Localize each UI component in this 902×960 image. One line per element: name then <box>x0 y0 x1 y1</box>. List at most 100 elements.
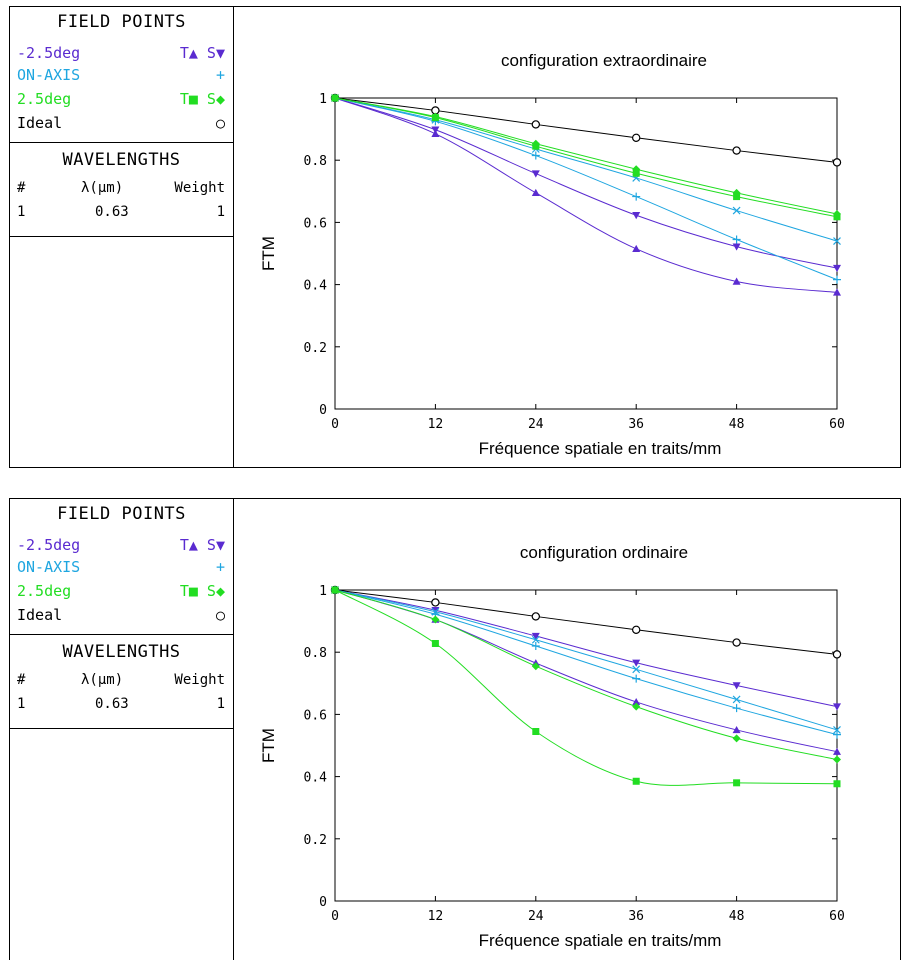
series-plus <box>331 586 841 739</box>
y-tick-label: 0.8 <box>304 154 327 169</box>
field-point-row: ON-AXIS + <box>17 66 225 88</box>
wavelengths-heading: WAVELENGTHS <box>62 150 181 170</box>
marker-circle <box>632 133 641 143</box>
marker-square <box>431 639 439 647</box>
x-axis-label: Fréquence spatiale en traits/mm <box>479 931 722 950</box>
marker-circle <box>732 146 741 155</box>
mtf-panel-ordinary: FIELD POINTS -2.5deg T▲ S▼ ON-AXIS + 2.5… <box>9 498 902 960</box>
series-line <box>334 589 838 731</box>
marker-circle <box>832 650 842 659</box>
marker-square <box>632 169 640 177</box>
marker-triangle-down <box>632 212 641 220</box>
field-point-symbols: T▲ S▼ <box>179 536 225 554</box>
wavelength-weight: 1 <box>216 696 225 712</box>
field-point-label: 2.5deg <box>17 90 72 108</box>
series-line <box>334 97 838 242</box>
y-tick-label: 0.6 <box>304 708 327 723</box>
chart-title: configuration ordinaire <box>520 543 688 562</box>
y-tick-label: 0.8 <box>304 646 327 661</box>
field-point-symbols: ○ <box>215 606 225 624</box>
marker-x <box>531 635 540 644</box>
wavelength-weight: 1 <box>216 204 225 220</box>
legend-sidebar: FIELD POINTS -2.5deg T▲ S▼ ON-AXIS + 2.5… <box>9 6 234 468</box>
field-point-symbols: ○ <box>215 114 225 132</box>
series-line <box>334 97 838 293</box>
field-point-symbols: + <box>215 66 225 84</box>
field-point-row: ON-AXIS + <box>17 558 225 580</box>
y-tick-label: 0 <box>319 895 327 910</box>
marker-plus <box>732 235 741 244</box>
marker-triangle-down <box>732 682 741 690</box>
legend-sidebar: FIELD POINTS -2.5deg T▲ S▼ ON-AXIS + 2.5… <box>9 498 234 960</box>
marker-triangle-down <box>632 659 641 667</box>
x-tick-label: 60 <box>829 417 845 432</box>
marker-diamond <box>833 210 841 219</box>
marker-diamond <box>732 188 741 197</box>
field-point-row: 2.5deg T■ S◆ <box>17 582 225 604</box>
marker-triangle-up <box>833 747 841 755</box>
series-circle <box>330 93 842 167</box>
panel-frame <box>9 6 901 468</box>
series-triangle-up <box>331 586 841 755</box>
marker-triangle-up <box>632 244 641 253</box>
marker-triangle-down <box>833 703 841 711</box>
x-tick-label: 60 <box>829 909 845 924</box>
series-x <box>331 586 841 734</box>
wavelength-value: 0.63 <box>95 204 129 220</box>
series-diamond <box>331 94 841 219</box>
y-axis-label: FTM <box>259 236 278 271</box>
wavelength-col-lambda: λ(µm) <box>81 180 124 196</box>
marker-triangle-down <box>531 632 540 641</box>
field-point-label: ON-AXIS <box>17 558 81 576</box>
marker-diamond <box>732 734 741 743</box>
x-tick-label: 24 <box>528 909 544 924</box>
x-tick-label: 48 <box>729 909 745 924</box>
marker-plus <box>833 730 841 739</box>
marker-square <box>532 728 540 736</box>
series-line <box>334 589 838 753</box>
wavelength-index: 1 <box>17 696 26 712</box>
field-point-symbols: T■ S◆ <box>179 582 225 600</box>
field-points-heading: FIELD POINTS <box>57 12 186 32</box>
series-triangle-down <box>331 94 841 273</box>
marker-x <box>431 607 440 616</box>
y-tick-label: 1 <box>319 92 327 107</box>
wavelength-col-weight: Weight <box>174 180 225 196</box>
marker-square <box>833 780 841 788</box>
field-point-row: Ideal ○ <box>17 606 225 628</box>
series-line <box>334 589 838 786</box>
y-tick-label: 0.4 <box>304 279 328 294</box>
series-line <box>334 589 838 708</box>
x-axis-label: Fréquence spatiale en traits/mm <box>479 439 722 458</box>
field-point-label: Ideal <box>17 114 63 132</box>
marker-diamond <box>331 94 339 102</box>
wavelength-col-index: # <box>17 180 26 196</box>
field-point-row: -2.5deg T▲ S▼ <box>17 44 225 66</box>
marker-triangle-down <box>732 243 741 251</box>
marker-x <box>833 726 841 734</box>
series-triangle-down <box>331 586 841 711</box>
plot-area-frame <box>334 589 838 902</box>
marker-diamond <box>833 755 841 764</box>
mtf-chart: configuration extraordinaire 0 12 24 36 48 60 0… <box>259 51 845 458</box>
field-point-label: Ideal <box>17 606 63 624</box>
marker-plus <box>632 674 641 683</box>
marker-plus <box>531 151 540 160</box>
mtf-chart: configuration ordinaire 0 12 24 36 48 60 0 0.2 0.… <box>259 543 845 950</box>
marker-triangle-down <box>531 170 540 178</box>
panel-frame <box>9 498 901 960</box>
divider <box>9 634 234 635</box>
plot-area-frame <box>334 97 838 410</box>
marker-triangle-down <box>431 126 440 134</box>
wavelength-value: 0.63 <box>95 696 129 712</box>
marker-circle <box>531 120 540 129</box>
field-point-row: -2.5deg T▲ S▼ <box>17 536 225 558</box>
x-tick-label: 36 <box>628 417 644 432</box>
marker-circle <box>431 598 440 607</box>
marker-diamond <box>531 662 540 671</box>
marker-circle <box>732 638 741 647</box>
field-point-row: 2.5deg T■ S◆ <box>17 90 225 112</box>
x-tick-label: 0 <box>331 417 339 432</box>
marker-triangle-up <box>833 288 841 296</box>
x-tick-label: 36 <box>628 909 644 924</box>
